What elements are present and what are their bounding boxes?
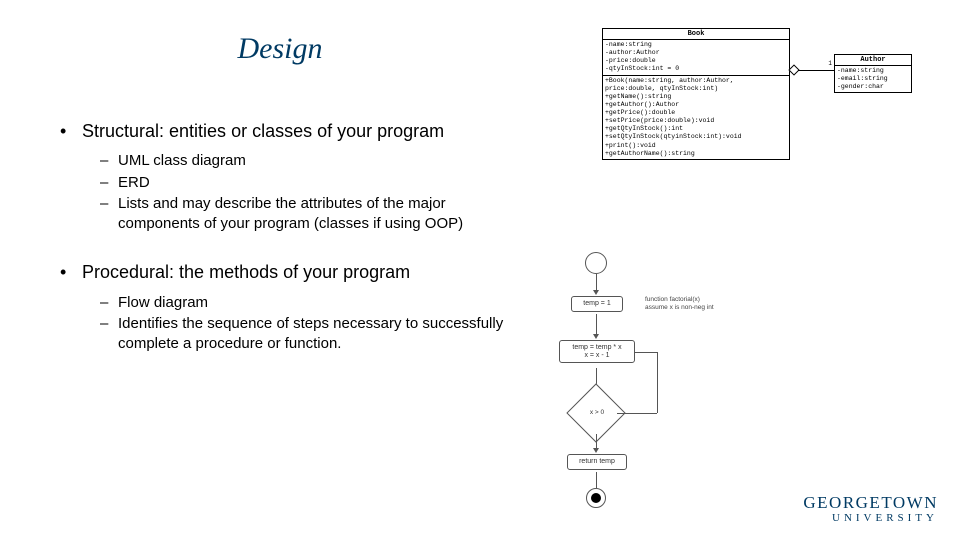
uml-method: +getQtyInStock():int (605, 125, 787, 133)
flow-note: function factorial(x) assume x is non-ne… (645, 296, 745, 312)
uml-author-attrs: -name:string -email:string -gender:char (835, 66, 911, 92)
uml-conn-line (798, 70, 834, 71)
georgetown-logo: GEORGETOWN UNIVERSITY (803, 493, 938, 524)
sub-uml: UML class diagram (100, 151, 520, 171)
uml-method: +getName():string (605, 93, 787, 101)
uml-class-book: Book -name:string -author:Author -price:… (602, 28, 790, 160)
bullet-procedural: Procedural: the methods of your program (60, 261, 520, 284)
flow-arrow (596, 314, 597, 336)
sub-lists: Lists and may describe the attributes of… (100, 194, 520, 233)
content-area: Structural: entities or classes of your … (60, 120, 520, 381)
sub-list-structural: UML class diagram ERD Lists and may desc… (100, 151, 520, 233)
uml-attr: -qtyInStock:int = 0 (605, 65, 787, 73)
flow-end-inner (591, 493, 601, 503)
uml-attr: -price:double (605, 57, 787, 65)
uml-book-title: Book (603, 29, 789, 40)
uml-method: price:double, qtyInStock:int) (605, 85, 787, 93)
slide-title: Design (0, 32, 560, 66)
flow-arrowhead-icon (593, 334, 599, 339)
uml-attr: -name:string (837, 67, 909, 75)
uml-method: +getAuthor():Author (605, 101, 787, 109)
uml-connector: 1 (790, 66, 834, 76)
uml-book-methods: +Book(name:string, author:Author, price:… (603, 76, 789, 159)
flow-arrow (617, 413, 657, 414)
flow-arrowhead-icon (593, 448, 599, 453)
flow-decision-label: x > 0 (583, 409, 611, 416)
flow-return-box: return temp (567, 454, 627, 470)
flow-loop-box: temp = temp * x x = x - 1 (559, 340, 635, 363)
uml-class-author: Author -name:string -email:string -gende… (834, 54, 912, 93)
bullet-structural: Structural: entities or classes of your … (60, 120, 520, 143)
flow-arrow (657, 352, 658, 413)
flow-init-box: temp = 1 (571, 296, 623, 312)
sub-erd: ERD (100, 173, 520, 193)
uml-attr: -name:string (605, 41, 787, 49)
sub-list-procedural: Flow diagram Identifies the sequence of … (100, 293, 520, 354)
uml-diagram: Book -name:string -author:Author -price:… (602, 28, 942, 238)
uml-book-attrs: -name:string -author:Author -price:doubl… (603, 40, 789, 76)
flowchart: temp = 1 function factorial(x) assume x … (545, 252, 755, 512)
flow-arrow (596, 472, 597, 488)
uml-method: +setQtyInStock(qtyinStock:int):void (605, 133, 787, 141)
uml-attr: -email:string (837, 75, 909, 83)
sub-flow: Flow diagram (100, 293, 520, 313)
uml-method: +setPrice(price:double):void (605, 117, 787, 125)
uml-multiplicity: 1 (828, 60, 832, 67)
uml-method: +getPrice():double (605, 109, 787, 117)
uml-method: +getAuthorName():string (605, 150, 787, 158)
uml-attr: -gender:char (837, 83, 909, 91)
uml-author-title: Author (835, 55, 911, 66)
flow-arrow (635, 352, 657, 353)
flow-arrowhead-icon (593, 290, 599, 295)
logo-top: GEORGETOWN (803, 493, 938, 513)
logo-bottom: UNIVERSITY (803, 512, 938, 524)
uml-attr: -author:Author (605, 49, 787, 57)
sub-identifies: Identifies the sequence of steps necessa… (100, 314, 520, 353)
uml-method: +Book(name:string, author:Author, (605, 77, 787, 85)
uml-method: +print():void (605, 142, 787, 150)
flow-start-node (585, 252, 607, 274)
flow-end-node (586, 488, 606, 508)
